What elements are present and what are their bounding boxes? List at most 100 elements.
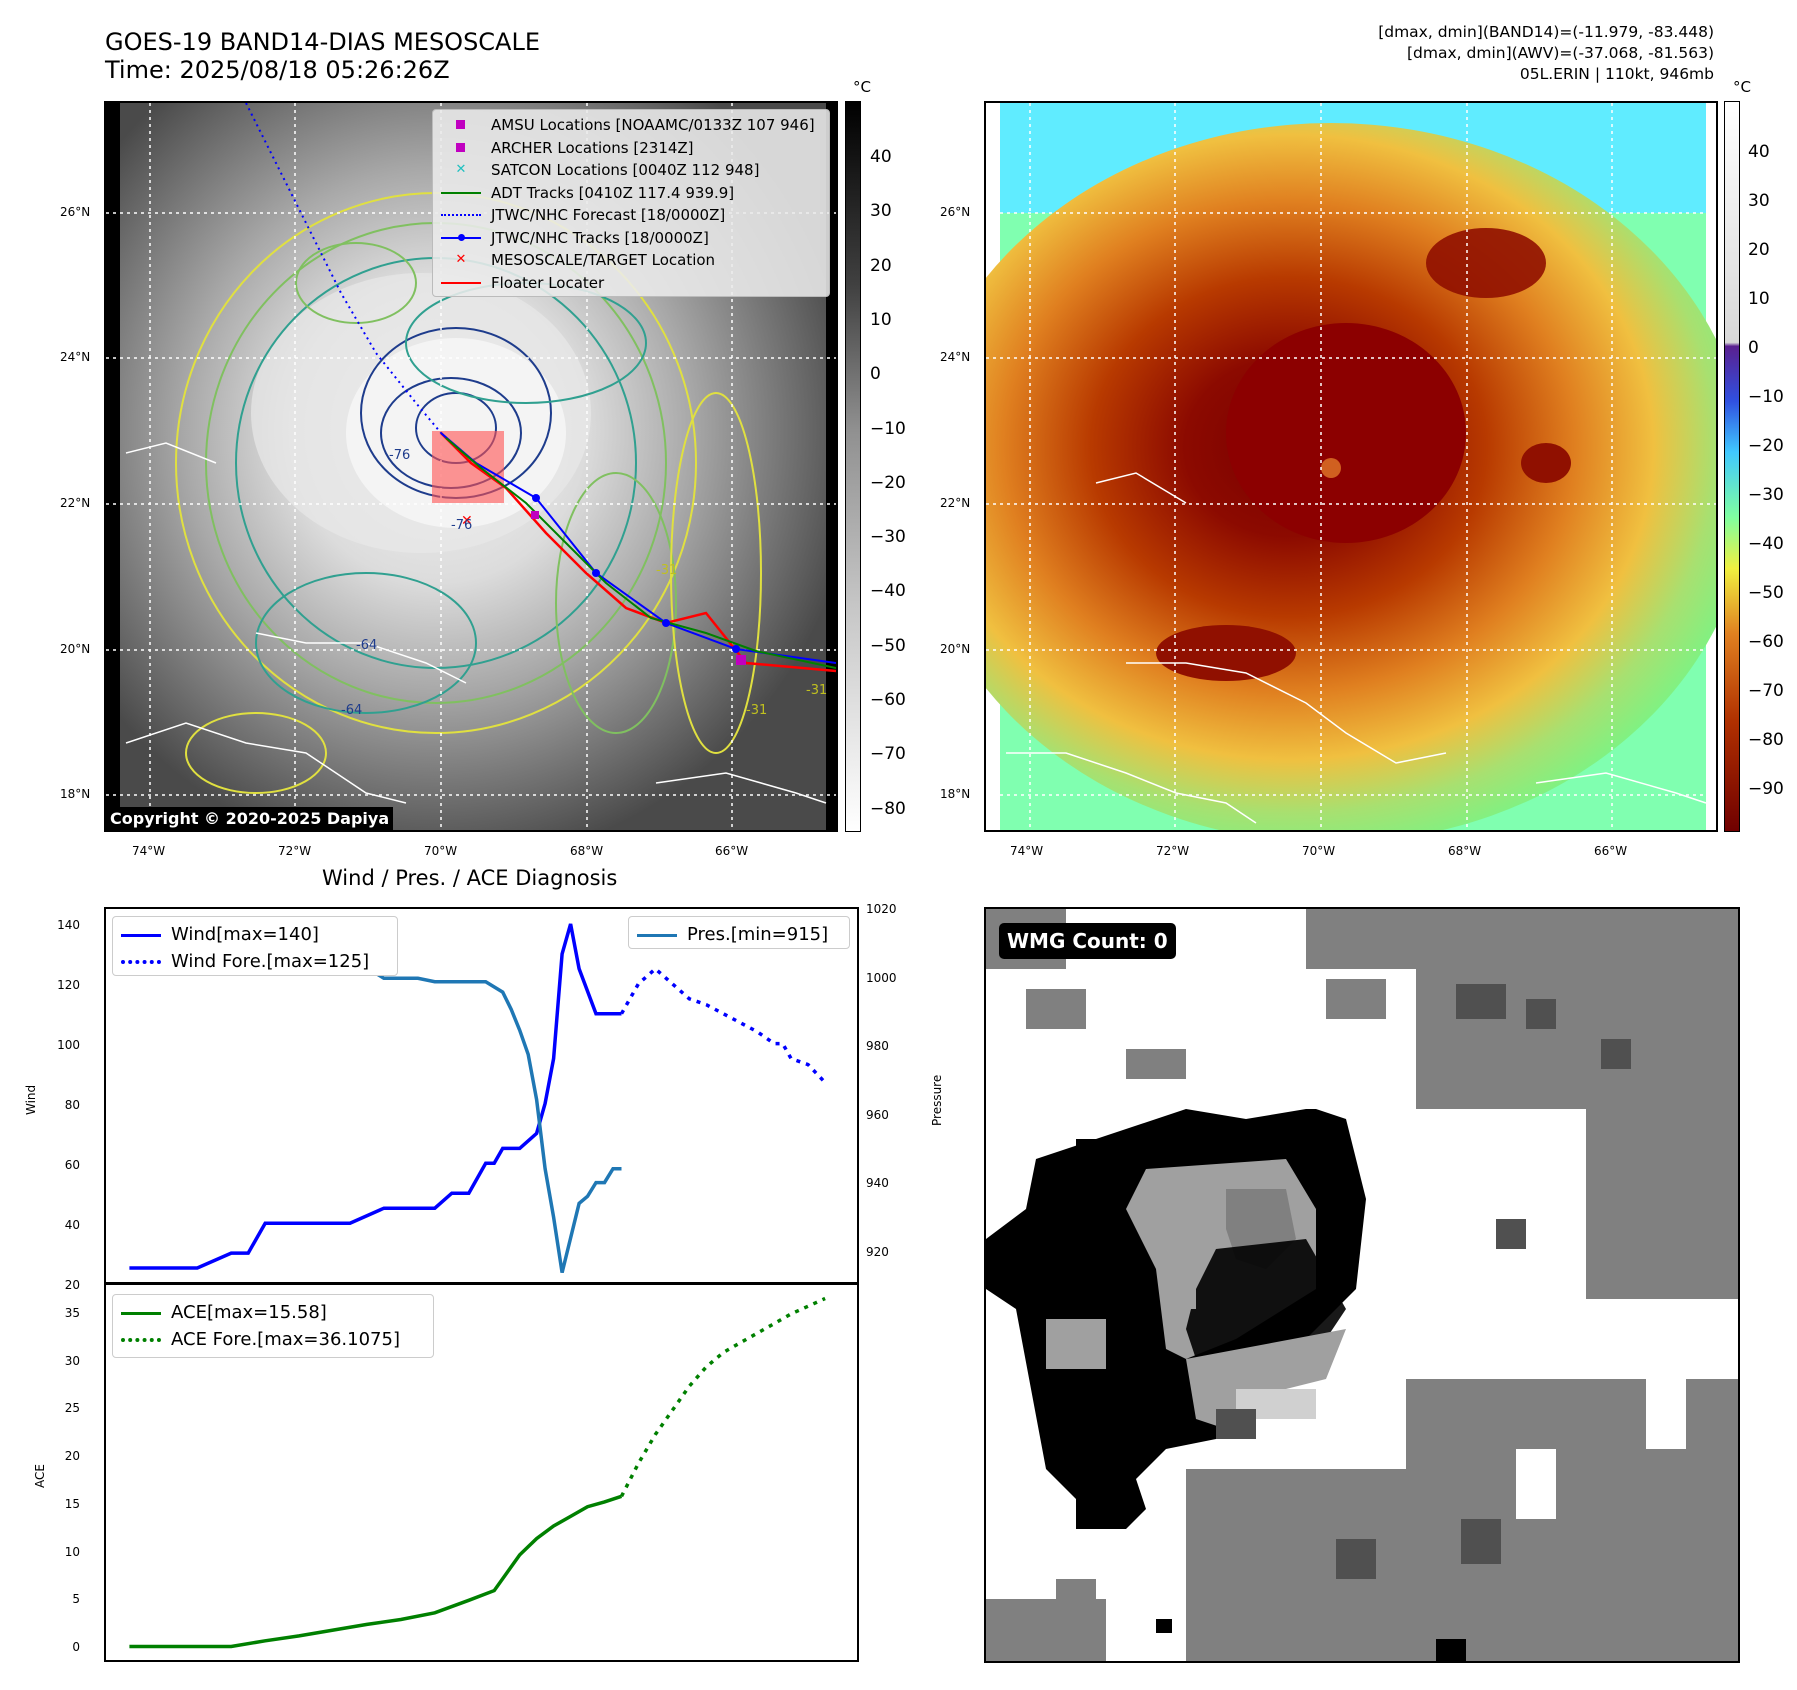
band14-map: ✕ -76 -76 -64 -64 -31 -31 -31 AMSU Locat…	[104, 101, 838, 832]
lat-label: 22°N	[60, 496, 91, 510]
band14-colorbar	[845, 101, 861, 832]
colorbar-tick-label: 40	[870, 147, 892, 167]
colorbar-tick-label: −80	[870, 798, 906, 819]
colorbar-tick-label: 30	[1748, 191, 1770, 211]
map-legend: AMSU Locations [NOAAMC/0133Z 107 946] AR…	[432, 109, 830, 297]
copyright-label: Copyright © 2020-2025 Dapiya	[106, 807, 394, 830]
axis-tick-label: 0	[72, 1639, 80, 1654]
axis-tick-label: 35	[64, 1306, 80, 1320]
colorbar-tick-label: −10	[870, 418, 906, 439]
colorbar-tick-label: −10	[1748, 387, 1784, 407]
series-line	[619, 1296, 826, 1498]
colorbar-tick-label: −60	[1748, 632, 1784, 652]
wind-forecast-legend-label: Wind Fore.[max=125]	[171, 951, 370, 972]
colorbar-tick-label: −30	[1748, 485, 1784, 505]
lon-label: 70°W	[424, 844, 458, 858]
contour-label: -31	[746, 703, 768, 718]
lat-label: 26°N	[940, 205, 971, 219]
axis-tick-label: 60	[64, 1158, 80, 1172]
time-label: Time: 2025/08/18 05:26:26Z	[105, 56, 450, 84]
legend-item-satcon: ✕ SATCON Locations [0040Z 112 948]	[455, 161, 760, 179]
axis-tick-label: 140	[57, 918, 80, 932]
series-line	[129, 923, 622, 1270]
svg-text:✕: ✕	[461, 513, 473, 529]
awv-map	[984, 101, 1718, 832]
lat-label: 24°N	[60, 350, 91, 364]
axis-tick-label: 30	[64, 1353, 80, 1368]
ace-forecast-legend-label: ACE Fore.[max=36.1075]	[171, 1329, 400, 1350]
legend-item-adt: ADT Tracks [0410Z 117.4 939.9]	[441, 182, 821, 205]
awv-colorbar	[1724, 101, 1740, 832]
contour-label: -76	[451, 518, 473, 533]
legend-item-amsu: AMSU Locations [NOAAMC/0133Z 107 946]	[441, 114, 821, 137]
axis-tick-label: 100	[57, 1038, 80, 1052]
colorbar-tick-label: −20	[1748, 436, 1784, 456]
colorbar-tick-label: −40	[870, 581, 906, 602]
colorbar-tick-label: 10	[870, 309, 892, 330]
lon-label: 66°W	[715, 844, 749, 858]
colorbar-tick-label: 40	[1748, 142, 1770, 162]
axis-tick-label: 120	[57, 978, 80, 992]
chart-title: GOES-19 BAND14-DIAS MESOSCALE	[105, 28, 541, 56]
ace-legend: ACE[max=15.58] ACE Fore.[max=36.1075]	[112, 1294, 434, 1358]
wind-legend: Wind[max=140] Wind Fore.[max=125]	[112, 916, 398, 976]
colorbar-tick-label: −90	[1748, 779, 1784, 799]
colorbar-tick-label: −30	[870, 527, 906, 548]
contour-label: -76	[389, 448, 411, 463]
lat-label: 18°N	[60, 787, 91, 801]
colorbar-tick-label: 0	[870, 364, 881, 385]
colorbar-tick-label: −70	[1748, 681, 1784, 701]
contour-label: -64	[341, 703, 363, 718]
lon-label: 68°W	[570, 844, 604, 858]
axis-tick-label: 1020	[866, 902, 897, 916]
pressure-axis-title: Pressure	[930, 1074, 944, 1126]
pressure-legend-label: Pres.[min=915]	[687, 924, 829, 945]
wind-axis-title: Wind	[24, 1084, 38, 1115]
legend-item-tracks: JTWC/NHC Tracks [18/0000Z]	[441, 227, 821, 250]
axis-tick-label: 20	[64, 1278, 80, 1292]
series-line	[129, 1494, 623, 1649]
lat-label: 22°N	[940, 496, 971, 510]
lon-label: 72°W	[1156, 844, 1190, 858]
axis-tick-label: 80	[64, 1098, 80, 1112]
axis-tick-label: 40	[64, 1218, 80, 1232]
axis-tick-label: 10	[64, 1544, 80, 1559]
axis-tick-label: 960	[866, 1107, 889, 1122]
contour-label: -64	[356, 638, 378, 653]
lat-label: 20°N	[940, 642, 971, 656]
diagnosis-chart: Wind[max=140] Wind Fore.[max=125] Pres.[…	[104, 907, 859, 1663]
awv-range: [dmax, dmin](AWV)=(-37.068, -81.563)	[1407, 44, 1714, 62]
wmg-panel: WMG Count: 0	[984, 907, 1740, 1663]
series-line	[129, 924, 622, 1274]
diagnosis-title: Wind / Pres. / ACE Diagnosis	[322, 866, 618, 890]
colorbar-tick-label: 30	[870, 201, 892, 222]
axis-tick-label: 980	[866, 1039, 889, 1053]
colorbar-tick-label: −40	[1748, 534, 1784, 554]
wind-legend-label: Wind[max=140]	[171, 924, 319, 945]
colorbar-tick-label: −50	[1748, 583, 1784, 603]
colorbar-unit: °C	[853, 78, 871, 96]
lon-label: 74°W	[1010, 844, 1044, 858]
wmg-count-badge: WMG Count: 0	[999, 923, 1176, 959]
axis-tick-label: 1000	[866, 970, 897, 985]
axis-tick-label: 940	[866, 1176, 889, 1190]
lat-label: 18°N	[940, 787, 971, 801]
lat-label: 20°N	[60, 642, 91, 656]
axis-tick-label: 5	[72, 1592, 80, 1607]
legend-item-archer: ARCHER Locations [2314Z]	[441, 137, 821, 160]
colorbar-tick-label: 0	[1748, 338, 1759, 358]
axis-tick-label: 20	[64, 1449, 80, 1464]
series-line	[619, 966, 827, 1084]
lon-label: 74°W	[132, 844, 166, 858]
colorbar-tick-label: −50	[870, 635, 906, 656]
lon-label: 70°W	[1302, 844, 1336, 858]
ace-legend-label: ACE[max=15.58]	[171, 1302, 327, 1323]
axis-tick-label: 920	[866, 1244, 889, 1259]
legend-item-floater: Floater Locater	[441, 272, 821, 295]
colorbar-tick-label: −60	[870, 690, 906, 710]
legend-item-target: ✕ MESOSCALE/TARGET Location	[455, 251, 716, 269]
colorbar-tick-label: 10	[1748, 289, 1770, 309]
colorbar-tick-label: −20	[870, 472, 906, 493]
axis-tick-label: 25	[64, 1401, 80, 1416]
colorbar-unit: °C	[1733, 78, 1751, 96]
